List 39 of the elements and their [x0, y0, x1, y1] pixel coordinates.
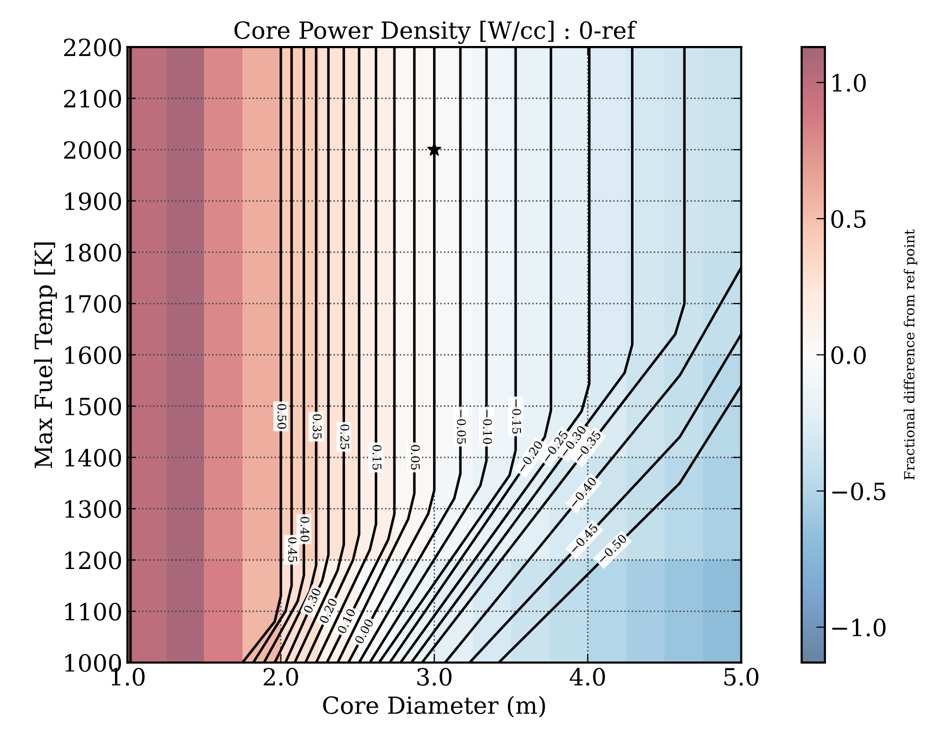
annotation: 0.10 [336, 608, 356, 634]
color-bar-label: −1.0 [832, 618, 886, 636]
annotation: −0.05 [456, 410, 466, 444]
color-bar-label: −0.5 [832, 482, 886, 500]
y-tick-label: 1600 [65, 346, 121, 364]
x-tick-label: 5.0 [724, 668, 758, 686]
annotation: 0.00 [354, 618, 374, 644]
y-tick-label: 2000 [64, 141, 121, 159]
annotation: 0.25 [340, 424, 350, 450]
x-tick-label: 3.0 [417, 668, 452, 686]
annotation: 0.40 [300, 516, 310, 542]
x-axis-title: Core Diameter (m) [323, 696, 545, 718]
annotation: 0.35 [312, 414, 322, 439]
y-tick-label: 2100 [64, 90, 121, 108]
x-tick-label: 2.0 [264, 668, 298, 686]
y-tick-label: 1200 [65, 551, 121, 570]
color-bar-label: 0.5 [831, 210, 866, 228]
color-bar-title: Fractional difference from ref point [904, 229, 918, 480]
color-bar-label: 1.0 [832, 74, 866, 92]
color-bar-label: 0.0 [831, 346, 866, 364]
y-tick-label: 1100 [65, 602, 121, 621]
annotation: 0.45 [288, 537, 298, 562]
y-tick-label: 1900 [65, 192, 121, 210]
y-axis-title: Max Fuel Temp [K] [34, 242, 57, 468]
x-tick-label: 4.0 [570, 668, 605, 686]
annotation: 0.20 [319, 598, 338, 624]
y-tick-label: 1400 [65, 448, 121, 467]
annotation: −0.15 [512, 400, 522, 434]
y-tick-label: 2200 [64, 38, 121, 56]
annotation: 0.50 [277, 404, 286, 429]
annotation: 0.30 [303, 588, 322, 614]
annotation: 0.05 [410, 445, 420, 470]
y-tick-label: 1700 [65, 294, 121, 313]
chart-title: Core Power Density [W/cc] : 0-ref [234, 20, 637, 44]
y-tick-label: 1800 [65, 244, 121, 262]
annotation: −0.10 [483, 410, 492, 444]
annotation: 0.15 [372, 445, 382, 470]
y-tick-label: 1500 [65, 398, 121, 416]
y-tick-label: 1300 [65, 500, 121, 518]
